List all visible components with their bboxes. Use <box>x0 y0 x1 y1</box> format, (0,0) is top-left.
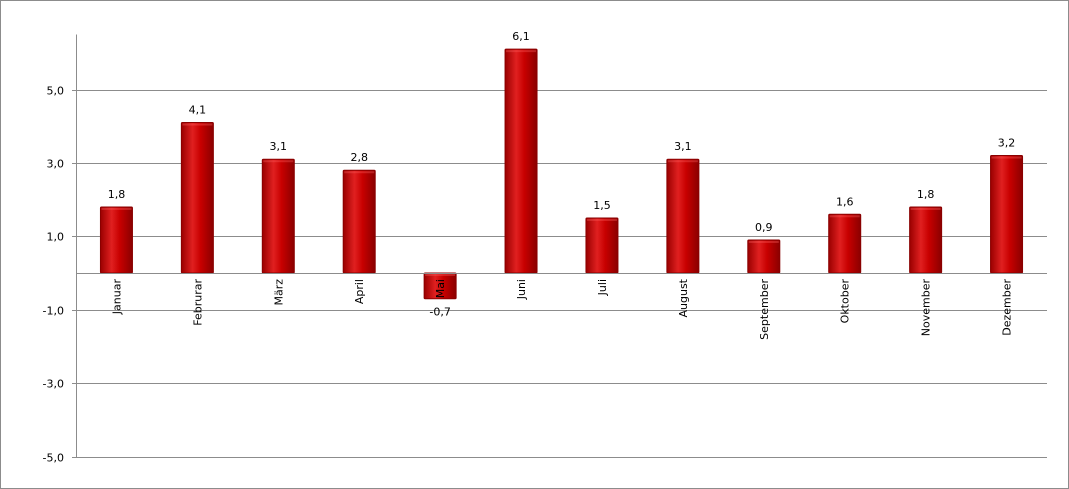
category-label: Januar <box>110 279 123 316</box>
data-label: 1,8 <box>108 188 126 201</box>
bar-highlight <box>829 215 860 218</box>
category-label: Juli <box>596 279 609 296</box>
data-label: 1,6 <box>836 195 854 208</box>
category-label: November <box>920 279 933 337</box>
bar <box>261 158 295 274</box>
bar-highlight <box>910 207 941 210</box>
bar-highlight <box>344 171 375 174</box>
category-label: April <box>353 279 366 304</box>
bar-highlight <box>182 123 213 126</box>
data-label: 3,1 <box>674 140 692 153</box>
category-label: Juni <box>515 279 528 300</box>
y-tick-label: 5,0 <box>47 85 65 98</box>
bar-highlight <box>506 50 537 53</box>
y-tick-label: -5,0 <box>43 452 64 465</box>
category-label: Oktober <box>839 279 852 324</box>
bar <box>585 217 619 274</box>
category-label: Februrar <box>191 279 204 326</box>
bar <box>909 206 943 274</box>
bars <box>99 48 1024 300</box>
gridlines <box>72 90 1047 458</box>
category-label: September <box>758 279 771 340</box>
bar-highlight <box>667 160 698 163</box>
y-tick-label: 3,0 <box>47 158 65 171</box>
bar-highlight <box>425 274 456 276</box>
category-label: Dezember <box>1001 279 1014 336</box>
axes <box>76 34 1047 458</box>
y-tick-label: -3,0 <box>43 378 64 391</box>
bar <box>342 169 376 274</box>
bar-highlight <box>263 160 294 163</box>
category-labels: Januar Februrar März April Mai Juni Juli August… <box>110 278 1013 339</box>
y-tick-label: 1,0 <box>47 231 65 244</box>
bar <box>747 239 781 274</box>
data-labels: 1,8 4,1 3,1 2,8 -0,7 6,1 1,5 3,1 0,9 1,6 1,8 3,2 <box>108 30 1016 319</box>
bar <box>180 122 214 274</box>
category-label: August <box>677 278 690 317</box>
bar-highlight <box>748 240 779 243</box>
data-label: 1,5 <box>593 199 611 212</box>
y-tick-label: -1,0 <box>43 305 64 318</box>
data-label: 4,1 <box>189 104 207 117</box>
bar <box>666 158 700 274</box>
bar-highlight <box>586 218 617 221</box>
bar <box>99 206 133 274</box>
bar <box>504 48 538 274</box>
category-label: März <box>272 279 285 306</box>
data-label: 3,1 <box>270 140 288 153</box>
bar-highlight <box>101 207 132 210</box>
bar <box>990 155 1024 274</box>
category-label: Mai <box>434 279 447 298</box>
data-label: 0,9 <box>755 221 773 234</box>
data-label: 2,8 <box>350 151 368 164</box>
bar-highlight <box>991 156 1022 159</box>
data-label: 6,1 <box>512 30 530 43</box>
data-label: 3,2 <box>998 137 1016 150</box>
data-label: 1,8 <box>917 188 935 201</box>
bar <box>828 213 862 274</box>
data-label: -0,7 <box>429 306 450 319</box>
y-axis-ticks: 5,0 3,0 1,0 -1,0 -3,0 -5,0 <box>43 85 64 465</box>
